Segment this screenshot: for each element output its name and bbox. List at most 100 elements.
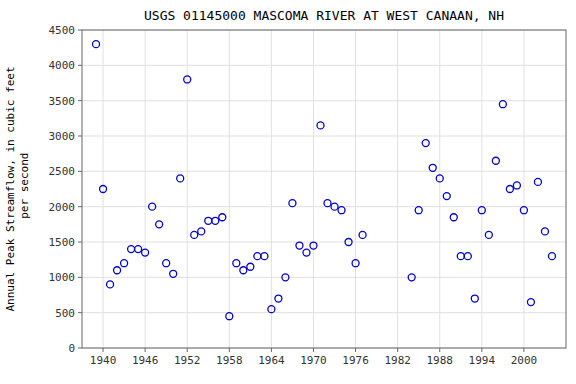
y-tick-label: 1500 — [49, 236, 76, 249]
chart: 1940194619521958196419701976198219881994… — [0, 0, 576, 384]
point — [303, 249, 310, 256]
point — [478, 207, 485, 214]
x-tick — [103, 348, 104, 352]
point — [464, 253, 471, 260]
point — [352, 260, 359, 267]
grid-line — [145, 30, 146, 348]
y-tick — [78, 242, 82, 243]
point — [128, 246, 135, 253]
x-tick-label: 1952 — [174, 354, 201, 367]
x-tick — [355, 348, 356, 352]
point — [177, 175, 184, 182]
point — [121, 260, 128, 267]
y-tick-label: 2500 — [49, 165, 76, 178]
point — [485, 231, 492, 238]
y-tick — [78, 348, 82, 349]
point — [317, 122, 324, 129]
grid-line — [271, 30, 272, 348]
point — [541, 228, 548, 235]
x-tick-label: 1940 — [90, 354, 117, 367]
point — [534, 178, 541, 185]
point — [135, 246, 142, 253]
grid-line — [229, 30, 230, 348]
y-axis-label: Annual Peak Streamflow, in cubic feet pe… — [4, 66, 31, 311]
x-tick-label: 1994 — [469, 354, 496, 367]
point — [198, 228, 205, 235]
x-tick-label: 1964 — [258, 354, 285, 367]
point — [240, 267, 247, 274]
x-tick-label: 1976 — [342, 354, 369, 367]
grid-line — [82, 277, 566, 278]
x-tick-label: 2000 — [511, 354, 538, 367]
point — [324, 200, 331, 207]
point — [289, 200, 296, 207]
point — [226, 313, 233, 320]
point — [107, 281, 114, 288]
y-tick — [78, 30, 82, 31]
point — [268, 306, 275, 313]
x-tick — [313, 348, 314, 352]
point — [457, 253, 464, 260]
grid-line — [82, 65, 566, 66]
point — [205, 217, 212, 224]
point — [429, 164, 436, 171]
point — [191, 231, 198, 238]
grid-line — [82, 206, 566, 207]
x-tick — [271, 348, 272, 352]
grid-line — [397, 30, 398, 348]
point — [436, 175, 443, 182]
x-tick — [481, 348, 482, 352]
y-tick — [78, 206, 82, 207]
y-tick-label: 3000 — [49, 130, 76, 143]
point — [261, 253, 268, 260]
point — [212, 217, 219, 224]
grid-line — [481, 30, 482, 348]
axes: 1940194619521958196419701976198219881994… — [49, 24, 538, 367]
point — [114, 267, 121, 274]
point — [184, 76, 191, 83]
point — [282, 274, 289, 281]
grid-line — [439, 30, 440, 348]
point — [520, 207, 527, 214]
point — [422, 140, 429, 147]
x-tick — [229, 348, 230, 352]
title: USGS 01145000 MASCOMA RIVER AT WEST CANA… — [144, 8, 504, 23]
point — [527, 299, 534, 306]
point — [233, 260, 240, 267]
point — [310, 242, 317, 249]
y-tick — [78, 100, 82, 101]
point — [219, 214, 226, 221]
point — [296, 242, 303, 249]
grid-line — [187, 30, 188, 348]
grid-line — [313, 30, 314, 348]
point — [254, 253, 261, 260]
y-tick-label: 2000 — [49, 201, 76, 214]
point — [415, 207, 422, 214]
point — [345, 239, 352, 246]
y-tick — [78, 136, 82, 137]
point — [359, 231, 366, 238]
point — [471, 295, 478, 302]
x-tick-label: 1970 — [300, 354, 327, 367]
y-tick-label: 4000 — [49, 59, 76, 72]
grid-line — [103, 30, 104, 348]
point — [492, 157, 499, 164]
y-tick-label: 500 — [55, 307, 75, 320]
y-tick — [78, 312, 82, 313]
y-tick-label: 0 — [68, 342, 75, 355]
points — [93, 41, 556, 320]
x-tick — [145, 348, 146, 352]
x-tick-label: 1946 — [132, 354, 159, 367]
x-tick — [397, 348, 398, 352]
grid-line — [82, 242, 566, 243]
plot-frame — [82, 30, 566, 348]
x-tick-label: 1982 — [384, 354, 411, 367]
y-tick-label: 3500 — [49, 95, 76, 108]
grid-line — [82, 171, 566, 172]
point — [156, 221, 163, 228]
grid — [82, 30, 566, 348]
y-tick — [78, 171, 82, 172]
y-tick-label: 1000 — [49, 271, 76, 284]
point — [513, 182, 520, 189]
point — [499, 101, 506, 108]
